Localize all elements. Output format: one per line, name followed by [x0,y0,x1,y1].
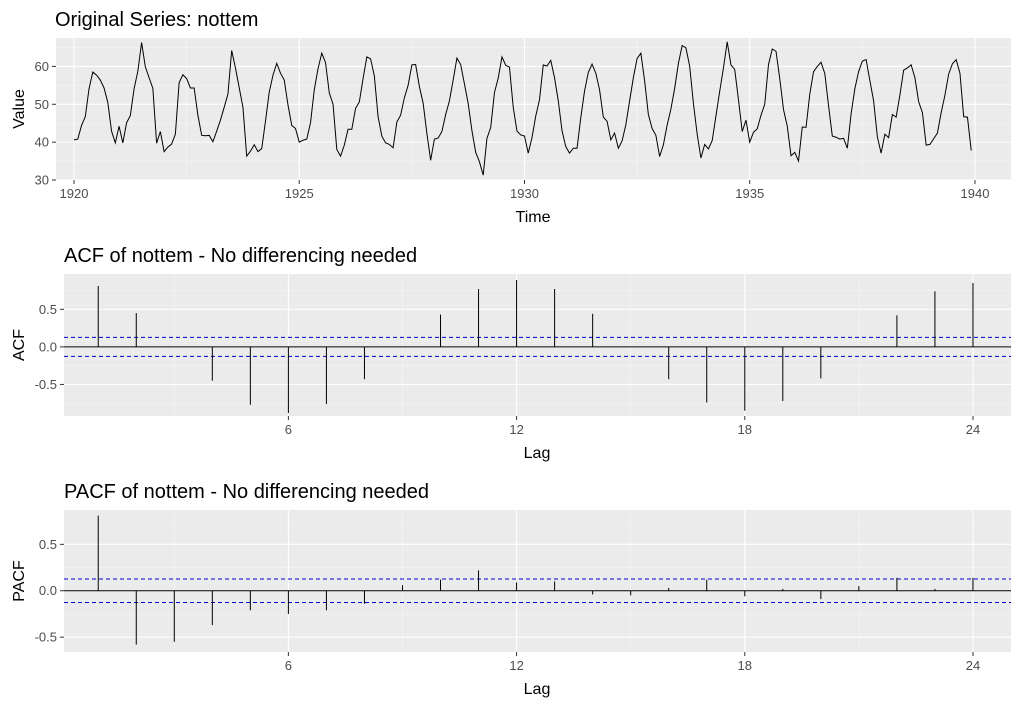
acf-x-tick-label: 24 [966,422,980,437]
series-y-tick-label: 60 [35,59,49,74]
series-x-tick-label: 1935 [735,186,764,201]
series-x-axis-title: Time [516,209,551,226]
acf-x-tick-label: 6 [285,422,292,437]
series-x-tick-label: 1930 [510,186,539,201]
acf-title: ACF of nottem - No differencing needed [64,245,417,267]
acf-ticks: 6 12 18 24 -0.5 0.0 0.5 [35,302,981,437]
pacf-x-axis-title: Lag [524,681,551,698]
pacf-y-tick-label: 0.0 [39,583,57,598]
pacf-x-tick-label: 6 [285,658,292,673]
nottem-series-line [73,41,972,176]
series-chart: 1920 1925 1930 1935 1940 30 40 50 60 Original Se… [11,9,1011,226]
acf-x-tick-label: 18 [738,422,752,437]
pacf-ticks: 6 12 18 24 -0.5 0.0 0.5 [35,537,981,673]
series-y-tick-label: 40 [35,135,49,150]
pacf-y-tick-label: -0.5 [35,630,57,645]
series-marks [73,41,972,176]
pacf-chart: 6 12 18 24 -0.5 0.0 0.5 PACF of nottem - No di… [11,481,1011,698]
series-grid [56,38,1011,181]
acf-panel [64,274,1011,416]
pacf-y-axis-title: PACF [11,560,28,602]
pacf-grid [64,510,1011,652]
pacf-panel [64,510,1011,652]
pacf-x-tick-label: 12 [509,658,523,673]
series-y-axis-title: Value [11,89,28,129]
pacf-title: PACF of nottem - No differencing needed [64,481,429,503]
series-x-tick-label: 1925 [285,186,314,201]
acf-y-tick-label: 0.0 [39,339,57,354]
acf-x-axis-title: Lag [524,445,551,462]
acf-y-tick-label: -0.5 [35,377,57,392]
series-y-tick-label: 30 [35,173,49,188]
pacf-marks [64,515,1011,645]
acf-marks [64,280,1011,413]
series-x-tick-label: 1940 [961,186,990,201]
series-y-tick-label: 50 [35,97,49,112]
pacf-y-tick-label: 0.5 [39,537,57,552]
acf-y-axis-title: ACF [11,329,28,361]
acf-y-tick-label: 0.5 [39,302,57,317]
series-x-tick-label: 1920 [60,186,89,201]
acf-chart: 6 12 18 24 -0.5 0.0 0.5 ACF of nottem - No dif… [11,245,1011,462]
series-ticks: 1920 1925 1930 1935 1940 30 40 50 60 [35,59,990,201]
pacf-x-tick-label: 24 [966,658,980,673]
series-panel [56,38,1011,180]
acf-x-tick-label: 12 [509,422,523,437]
pacf-x-tick-label: 18 [738,658,752,673]
series-title: Original Series: nottem [55,9,258,31]
